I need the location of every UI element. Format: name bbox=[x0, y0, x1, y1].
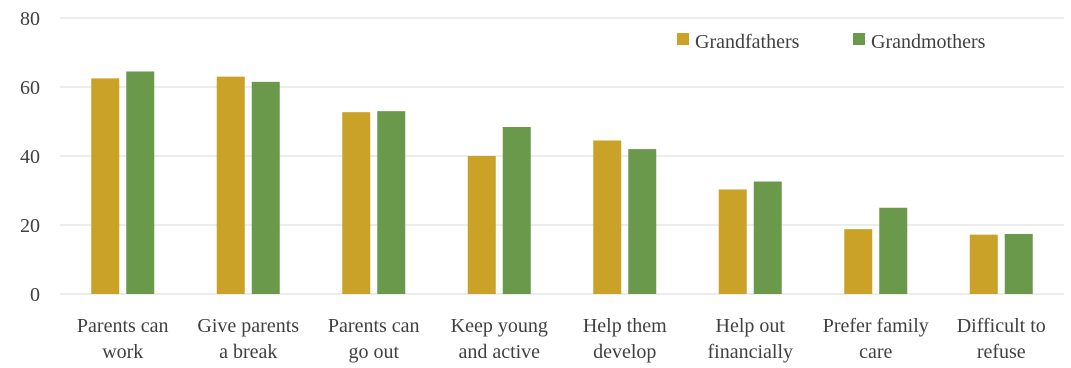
x-category-label: Parents can bbox=[77, 315, 169, 337]
bar-grandfathers-3 bbox=[342, 112, 371, 294]
y-tick-label: 60 bbox=[20, 77, 40, 99]
x-category-label: Parents can bbox=[328, 315, 420, 337]
x-category-label: and active bbox=[458, 341, 540, 363]
x-category-label: Prefer family bbox=[823, 315, 929, 337]
legend-label-grandfathers: Grandfathers bbox=[695, 31, 800, 53]
x-category-label: Difficult to bbox=[957, 315, 1046, 337]
y-tick-label: 0 bbox=[30, 284, 40, 306]
x-category-label: Give parents bbox=[197, 315, 299, 337]
x-category-label: Keep young bbox=[451, 315, 548, 337]
bar-grandmothers-2 bbox=[251, 81, 280, 294]
bar-grandmothers-3 bbox=[377, 111, 406, 295]
y-axis-ticks: 0 20 40 60 80 bbox=[20, 8, 40, 306]
legend: Grandfathers Grandmothers bbox=[677, 31, 986, 53]
x-category-label: go out bbox=[348, 341, 399, 363]
x-category-label: refuse bbox=[977, 341, 1026, 363]
bars bbox=[91, 71, 1033, 295]
bar-grandmothers-6 bbox=[753, 181, 782, 294]
x-category-label: care bbox=[859, 341, 892, 363]
bar-grandmothers-8 bbox=[1004, 233, 1033, 294]
bar-grandfathers-8 bbox=[969, 234, 998, 294]
x-category-label: work bbox=[102, 341, 143, 363]
bar-grandmothers-4 bbox=[502, 127, 531, 295]
x-category-label: develop bbox=[593, 341, 656, 363]
bar-grandmothers-1 bbox=[126, 71, 155, 294]
x-category-label: a break bbox=[219, 341, 277, 363]
bar-grandfathers-2 bbox=[216, 76, 245, 295]
gridlines bbox=[60, 17, 1064, 295]
bar-grandfathers-4 bbox=[467, 156, 496, 294]
legend-swatch-grandfathers bbox=[677, 33, 689, 45]
legend-swatch-grandmothers bbox=[853, 33, 865, 45]
bar-grandfathers-1 bbox=[91, 78, 120, 294]
bar-grandfathers-6 bbox=[718, 189, 747, 294]
y-tick-label: 40 bbox=[20, 146, 40, 168]
y-tick-label: 20 bbox=[20, 215, 40, 237]
x-category-label: Help out bbox=[716, 315, 786, 337]
x-axis-labels: Parents can work Give parents a break Parent… bbox=[77, 315, 1046, 363]
legend-label-grandmothers: Grandmothers bbox=[871, 31, 986, 53]
bar-grandfathers-7 bbox=[844, 229, 873, 294]
y-tick-label: 80 bbox=[20, 8, 40, 30]
bar-grandmothers-7 bbox=[879, 207, 908, 294]
bar-grandfathers-5 bbox=[593, 140, 622, 294]
x-category-label: financially bbox=[707, 341, 793, 363]
bar-grandmothers-5 bbox=[628, 149, 657, 294]
x-category-label: Help them bbox=[583, 315, 667, 337]
